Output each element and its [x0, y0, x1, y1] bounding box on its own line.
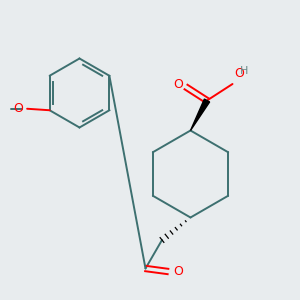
Text: O: O: [174, 77, 183, 91]
Text: H: H: [240, 66, 248, 76]
Text: O: O: [234, 68, 244, 80]
Polygon shape: [190, 99, 210, 130]
Text: O: O: [14, 102, 23, 115]
Text: O: O: [173, 265, 183, 278]
